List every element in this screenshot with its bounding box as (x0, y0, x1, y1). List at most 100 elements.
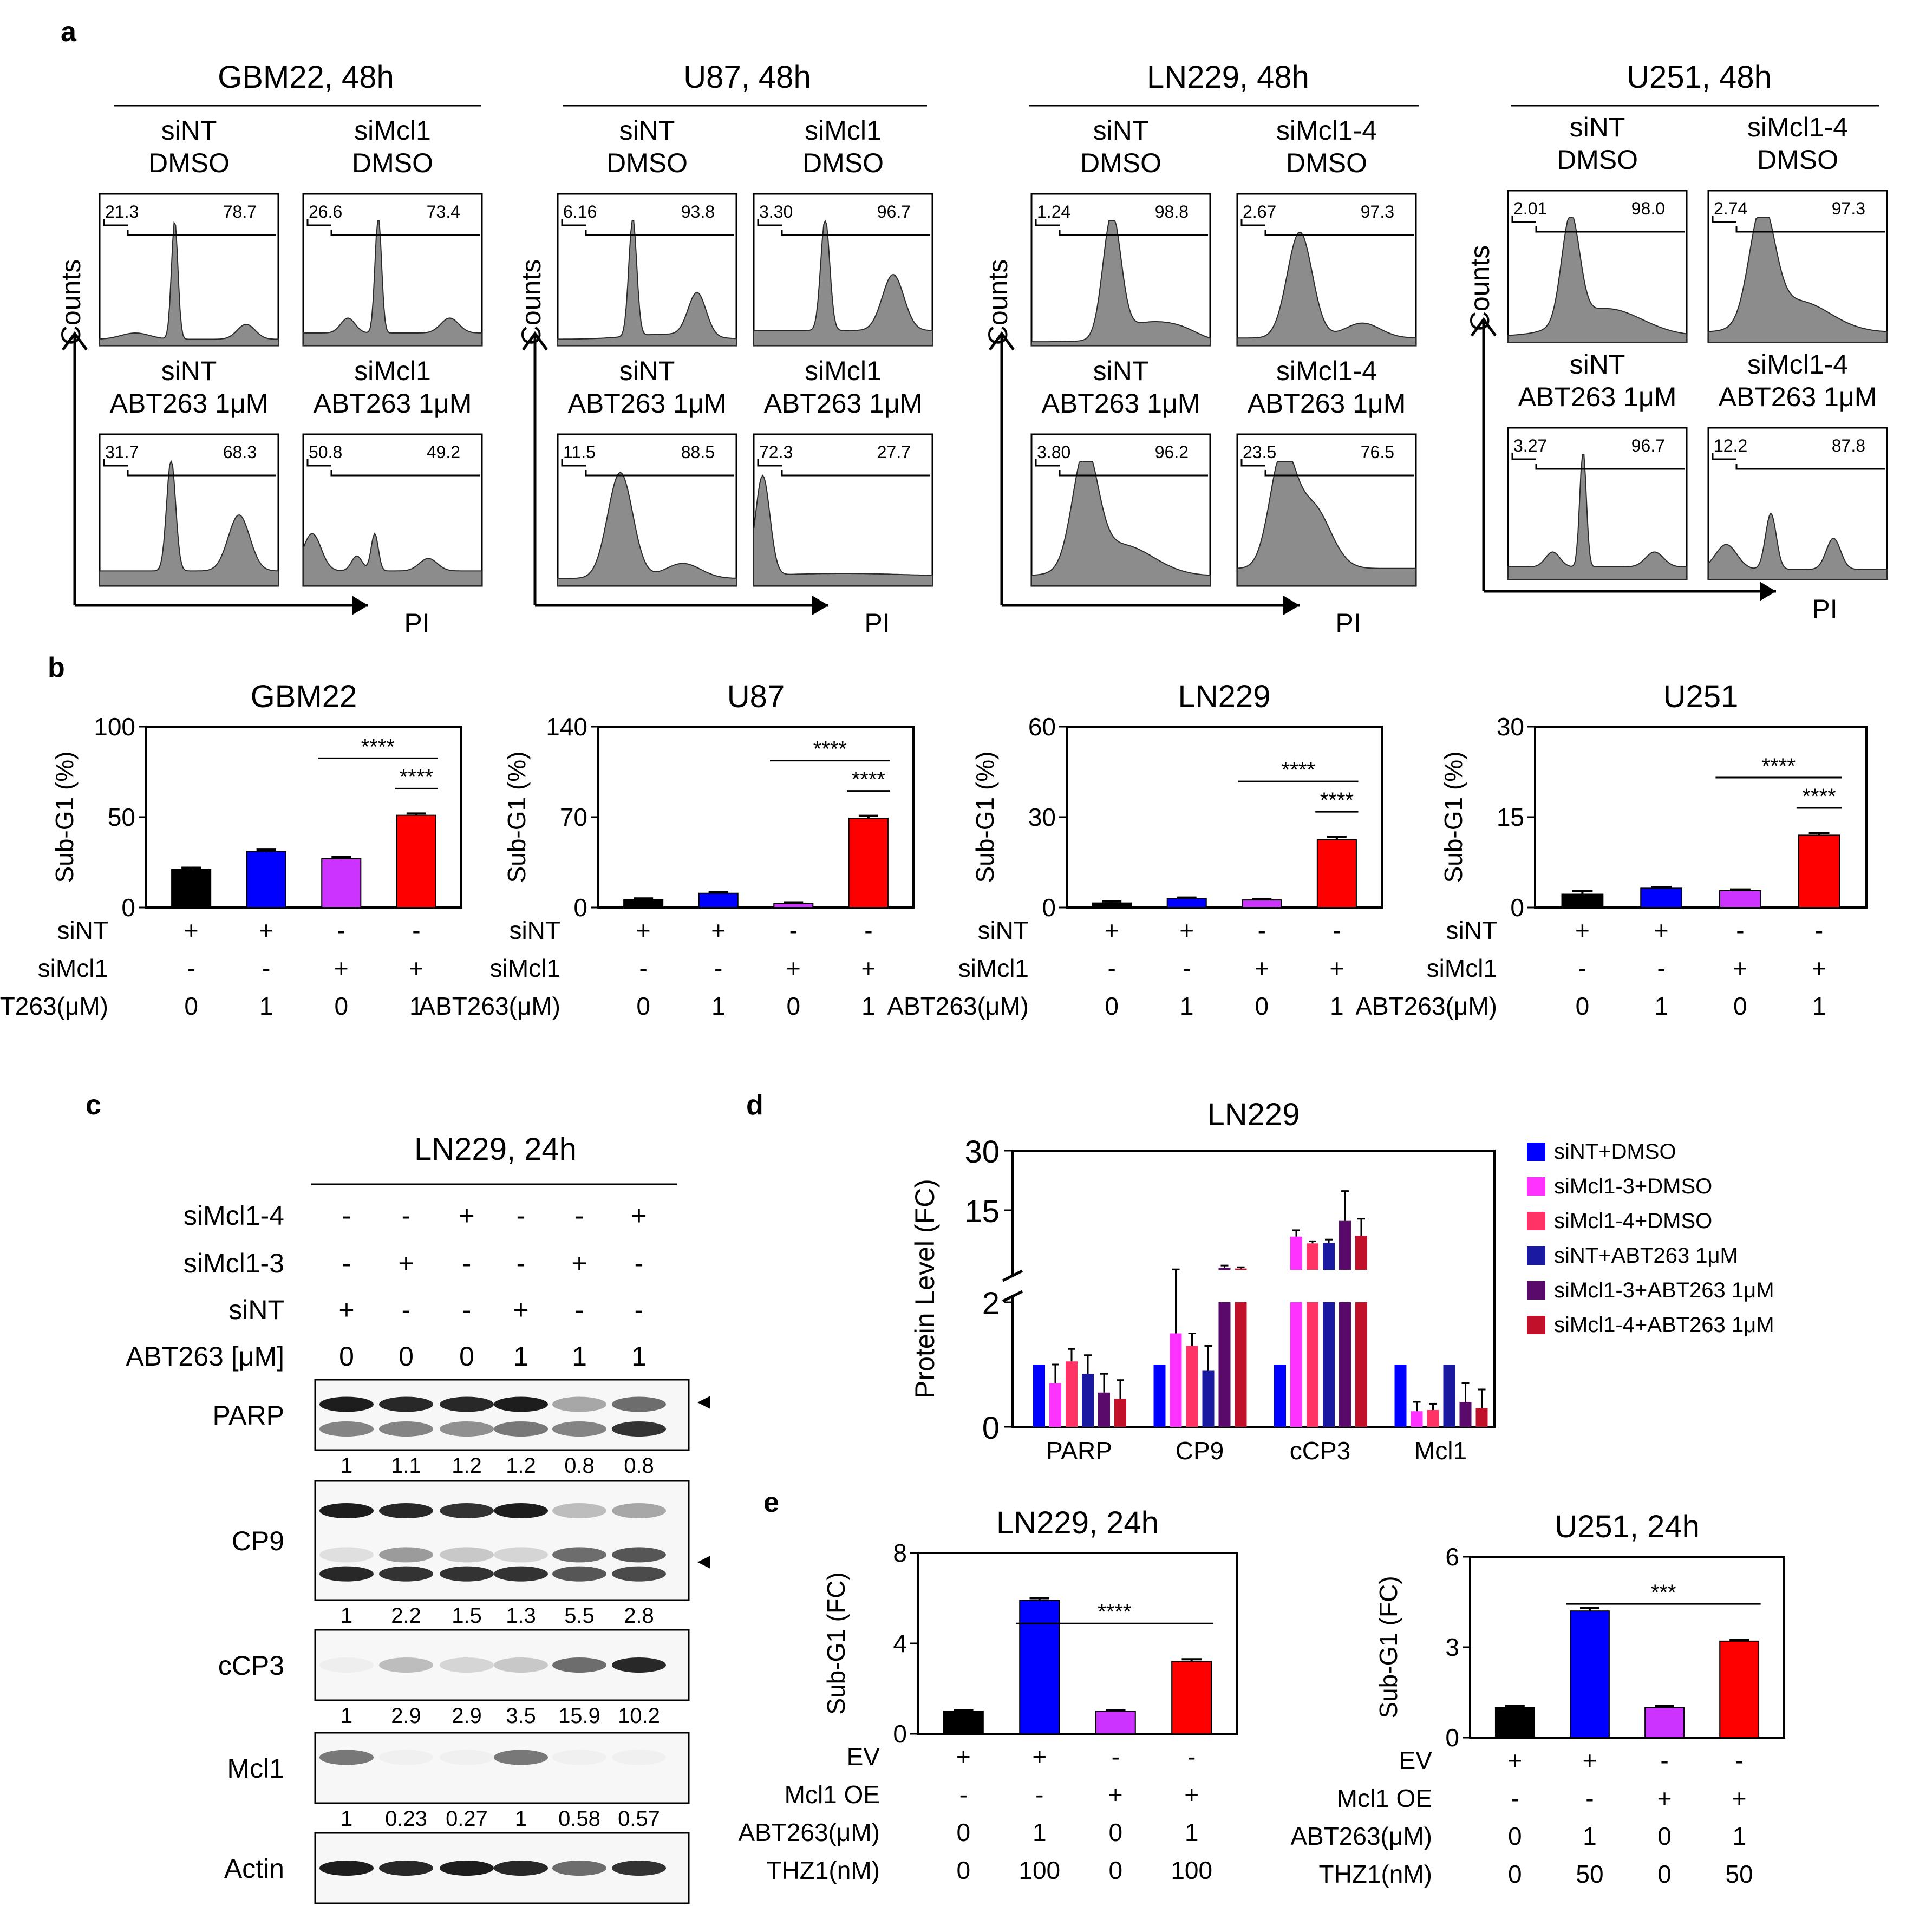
blot-band (319, 1547, 374, 1563)
gate-g1: 98.0 (1631, 199, 1665, 218)
counts-label: Counts (983, 259, 1013, 345)
condition-row-label: siNT (977, 916, 1029, 944)
gate-g1: 97.3 (1832, 199, 1865, 218)
gate-subg1: 3.30 (759, 202, 793, 221)
gate-subg1: 12.2 (1714, 436, 1747, 455)
histogram-trace (1507, 454, 1687, 580)
blot-band (612, 1657, 666, 1673)
histogram-trace (557, 220, 737, 346)
condition-line2: DMSO (1557, 145, 1638, 175)
blot-band (440, 1566, 494, 1582)
bar (1095, 1711, 1136, 1734)
blot-band (379, 1503, 433, 1518)
counts-label: Counts (516, 259, 546, 345)
condition-line2: DMSO (148, 148, 230, 178)
condition-row-label: EV (847, 1742, 880, 1771)
condition-value: - (1578, 954, 1586, 982)
bar (623, 899, 664, 908)
bar (1411, 1411, 1423, 1427)
blot-band (440, 1861, 494, 1876)
legend-swatch (1527, 1143, 1545, 1161)
band-quantification: 1.3 (506, 1604, 536, 1628)
gate-marker (1511, 216, 1685, 233)
significance-stars: **** (1282, 758, 1315, 782)
y-tick-label: 8 (893, 1539, 907, 1567)
band-quantification: 1.5 (452, 1604, 482, 1628)
condition-row-label: siNT (57, 916, 108, 944)
blot-band (494, 1421, 548, 1437)
condition-value: - (337, 916, 345, 944)
bar (1274, 1365, 1286, 1427)
category-label: Mcl1 (1414, 1437, 1467, 1465)
condition-line2: DMSO (802, 148, 884, 178)
band-quantification: 1 (341, 1604, 352, 1628)
blot-band (494, 1750, 548, 1765)
plot-frame (1011, 1150, 1496, 1428)
blot-membrane (314, 1379, 690, 1451)
gate-marker (561, 459, 734, 477)
condition-line1: siMcl1 (354, 356, 431, 386)
bar (1570, 1610, 1610, 1738)
condition-value: 0 (334, 992, 348, 1020)
blot-band (612, 1547, 666, 1563)
condition-line1: siMcl1-4 (1276, 115, 1377, 146)
blot-band (612, 1421, 666, 1437)
condition-value: 1 (631, 1341, 647, 1372)
gate-subg1: 50.8 (309, 442, 342, 462)
condition-value: + (786, 954, 801, 982)
gate-marker (1035, 459, 1208, 477)
condition-value: - (864, 916, 872, 944)
legend-label: siNT+ABT263 1μM (1554, 1244, 1738, 1268)
band-quantification: 1.2 (452, 1454, 482, 1478)
bar (1082, 1374, 1094, 1427)
bar-upper (1339, 1220, 1351, 1270)
flow-group-title: LN229, 48h (1147, 60, 1309, 95)
condition-value: + (1575, 916, 1590, 944)
blot-band (319, 1396, 374, 1412)
condition-value: - (187, 954, 195, 982)
gate-marker (306, 459, 480, 477)
legend-label: siNT+DMSO (1554, 1140, 1676, 1164)
condition-line2: DMSO (1286, 148, 1367, 178)
flow-group-title: U251, 48h (1627, 60, 1772, 95)
bar (1640, 887, 1683, 908)
blot-band (440, 1503, 494, 1518)
condition-value: 0 (786, 992, 800, 1020)
blot-band (494, 1861, 548, 1876)
condition-value: + (1179, 916, 1194, 944)
blot-name: CP9 (232, 1526, 284, 1556)
blot-band (612, 1503, 666, 1518)
blot-band (552, 1566, 606, 1582)
condition-value: + (1657, 1784, 1672, 1812)
bar (1644, 1707, 1685, 1738)
blot-name: cCP3 (218, 1650, 284, 1681)
legend-swatch (1527, 1316, 1545, 1334)
blot-band (379, 1861, 433, 1876)
bar (943, 1711, 984, 1734)
gate-marker (1240, 219, 1414, 236)
condition-row-label: siMcl1 (38, 954, 108, 982)
condition-value: 1 (1033, 1818, 1047, 1846)
band-quantification: 0.8 (564, 1454, 595, 1478)
significance-stars: **** (400, 765, 433, 789)
blot-band (379, 1657, 433, 1673)
x-arrow-head (1283, 596, 1300, 615)
condition-value: + (1329, 954, 1344, 982)
y-tick-label: 0 (121, 893, 135, 922)
bar (321, 858, 362, 908)
gate-subg1: 1.24 (1037, 202, 1070, 221)
y-tick-label: 30 (1028, 803, 1056, 831)
blot-band (319, 1861, 374, 1876)
gate-marker (1240, 459, 1414, 477)
condition-row-label: siMcl1-3 (184, 1248, 284, 1278)
blot-band (494, 1657, 548, 1673)
condition-value: + (1733, 954, 1747, 982)
condition-row-label: siMcl1 (490, 954, 560, 982)
condition-value: - (575, 1200, 584, 1231)
band-quantification: 15.9 (558, 1704, 600, 1728)
chart-title: U251 (1663, 679, 1739, 714)
condition-value: - (1815, 916, 1823, 944)
y-axis-arrow (1470, 317, 1497, 591)
blot-band (379, 1566, 433, 1582)
